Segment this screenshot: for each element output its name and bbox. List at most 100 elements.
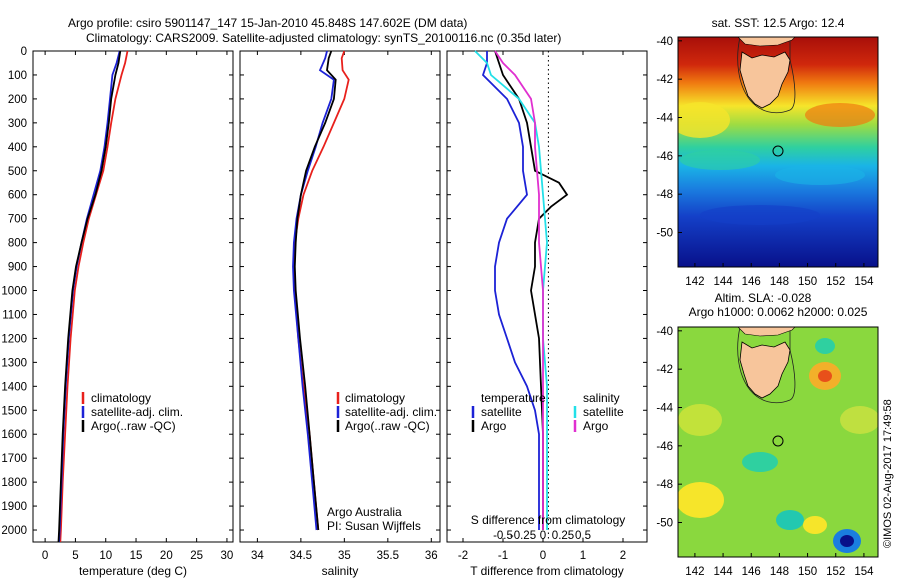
depth-tick-label: 400 <box>8 142 27 154</box>
temperature-axes <box>32 50 234 543</box>
x-tick-label: 15 <box>130 550 143 562</box>
depth-tick-label: 300 <box>8 118 27 130</box>
depth-tick-label: 1900 <box>1 501 27 513</box>
temperature-legend: climatology satellite-adj. clim. Argo(..… <box>81 391 183 433</box>
series-line-temperature-satellite <box>481 51 540 530</box>
legend-label-climatology: climatology <box>345 391 405 405</box>
map-x-tick-label: 150 <box>798 276 817 288</box>
sst-map-frame <box>677 36 879 268</box>
map-y-tick-label: -46 <box>656 151 673 163</box>
legend-label-argo: Argo(..raw -QC) <box>91 419 176 433</box>
series-line-temperature-argo <box>494 50 569 530</box>
map-y-tick-label: -48 <box>656 189 673 201</box>
map-y-tick-label: -44 <box>656 403 673 415</box>
chart-title-line2: Climatology: CARS2009. Satellite-adjuste… <box>86 31 561 45</box>
depth-tick-label: 1800 <box>1 477 27 489</box>
x-tick-label: 35.5 <box>377 550 399 562</box>
depth-tick-label: 1300 <box>1 357 27 369</box>
depth-tick-label: 700 <box>8 214 27 226</box>
x-tick-label: 36 <box>425 550 438 562</box>
sla-low-patch <box>742 452 778 472</box>
legend-label-climatology: climatology <box>91 391 151 405</box>
series-line-salinity-argo <box>494 50 544 530</box>
x-tick-label: 20 <box>160 550 173 562</box>
series-line-argo-raw-qc- <box>57 50 122 543</box>
depth-tick-labels: 0 100 200 300 400 500 600 700 800 900 1000 1100 1200… <box>1 46 647 537</box>
profile-location-marker <box>772 145 784 157</box>
map-x-tick-label: 154 <box>854 566 874 578</box>
salinity-plot: 34 34.5 35 35.5 36 <box>251 50 438 562</box>
depth-tick-label: 1500 <box>1 405 27 417</box>
tasmania-land <box>739 341 791 399</box>
x-tick-label: 30 <box>221 550 234 562</box>
x-tick-label: 34 <box>251 550 264 562</box>
map-x-tick-label: 152 <box>826 276 845 288</box>
salinity-xlabel: salinity <box>322 564 359 578</box>
map-x-tick-label: 152 <box>826 566 845 578</box>
x-tick-label-top: -0.5 <box>493 530 513 542</box>
sla-patch <box>840 406 878 434</box>
series-line-satellite-adj-clim- <box>292 50 335 531</box>
salinity-axes <box>239 50 441 543</box>
legend-label-satellite: satellite-adj. clim. <box>91 405 183 419</box>
difference-xlabel: T difference from climatology <box>470 564 624 578</box>
x-tick-label-top: 0.5 <box>575 530 591 542</box>
legend-label-salinity-argo: Argo <box>583 419 609 433</box>
legend-title-salinity: salinity <box>583 391 620 405</box>
x-tick-label: 35 <box>338 550 351 562</box>
sla-patch <box>678 404 722 436</box>
depth-tick-label: 1600 <box>1 429 27 441</box>
depth-tick-label: 1700 <box>1 453 27 465</box>
x-tick-label: 10 <box>99 550 112 562</box>
map-x-tick-label: 142 <box>685 276 704 288</box>
sla-patch <box>678 482 724 518</box>
depth-tick-label: 800 <box>8 238 27 250</box>
x-tick-label: 25 <box>190 550 203 562</box>
chart-title-line1: Argo profile: csiro 5901147_147 15-Jan-2… <box>68 16 467 30</box>
map-y-tick-label: -40 <box>656 326 673 338</box>
legend-label-temperature-argo: Argo <box>481 419 507 433</box>
sla-map-title-line2: Argo h1000: 0.0062 h2000: 0.025 <box>689 305 868 319</box>
pi-label: PI: Susan Wijffels <box>327 519 421 533</box>
sla-high-core <box>818 370 832 382</box>
map-y-tick-label: -50 <box>656 518 673 530</box>
x-tick-label: 34.5 <box>290 550 312 562</box>
temperature-plot: 0 5 10 15 20 25 30 <box>42 50 234 562</box>
bathymetry-contour <box>737 327 796 404</box>
bathymetry-contour <box>737 37 796 114</box>
x-tick-label: -2 <box>458 550 468 562</box>
sla-patch <box>803 516 827 534</box>
depth-tick-label: 1000 <box>1 286 27 298</box>
legend-label-salinity-satellite: satellite <box>583 405 624 419</box>
legend-label-satellite: satellite-adj. clim. <box>345 405 437 419</box>
series-line-salinity-satellite <box>474 50 548 530</box>
depth-tick-label: 500 <box>8 166 27 178</box>
legend-title-temperature: temperature <box>481 391 546 405</box>
depth-tick-label: 2000 <box>1 525 27 537</box>
temperature-xlabel: temperature (deg C) <box>79 564 187 578</box>
map-y-tick-label: -50 <box>656 228 673 240</box>
sla-low-patch <box>776 510 804 530</box>
sla-map-title-line1: Altim. SLA: -0.028 <box>715 291 812 305</box>
series-line-argo-raw-qc- <box>293 50 337 531</box>
x-tick-label: 2 <box>620 550 626 562</box>
map-y-tick-label: -48 <box>656 479 673 491</box>
tasmania-land <box>739 51 791 109</box>
legend-label-argo: Argo(..raw -QC) <box>345 419 430 433</box>
x-tick-label-top: 0.25 <box>552 530 574 542</box>
sla-map <box>678 327 878 557</box>
depth-tick-label: 1100 <box>2 309 27 321</box>
map-x-tick-label: 146 <box>742 276 761 288</box>
depth-tick-label: 900 <box>8 262 27 274</box>
sst-patch <box>680 150 760 170</box>
map-x-tick-label: 148 <box>770 276 789 288</box>
map-x-tick-label: 154 <box>854 276 874 288</box>
sst-map-ticks: 142 144 146 148 150 152 154 -40 -42 -44 -46 -48 -50 <box>656 36 874 288</box>
sst-cold-patch <box>700 205 820 225</box>
map-y-tick-label: -40 <box>656 36 673 48</box>
x-tick-label: 1 <box>580 550 586 562</box>
map-x-tick-label: 144 <box>713 566 733 578</box>
map-x-tick-label: 146 <box>742 566 761 578</box>
salinity-legend: climatology satellite-adj. clim. Argo(..… <box>336 391 437 433</box>
profile-location-marker <box>772 435 784 447</box>
